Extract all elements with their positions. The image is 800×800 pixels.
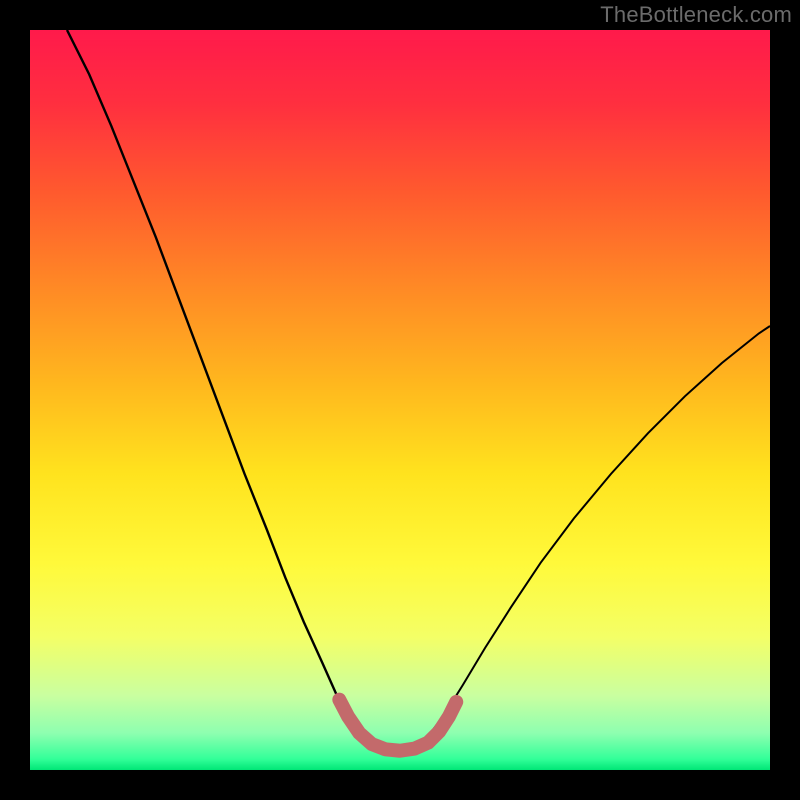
watermark-text: TheBottleneck.com: [600, 2, 792, 28]
curves-layer: [30, 30, 770, 770]
curve-right: [433, 326, 770, 729]
curve-trough-highlight: [339, 700, 456, 751]
curve-left: [67, 30, 356, 729]
plot-area: [30, 30, 770, 770]
chart-frame: TheBottleneck.com: [0, 0, 800, 800]
